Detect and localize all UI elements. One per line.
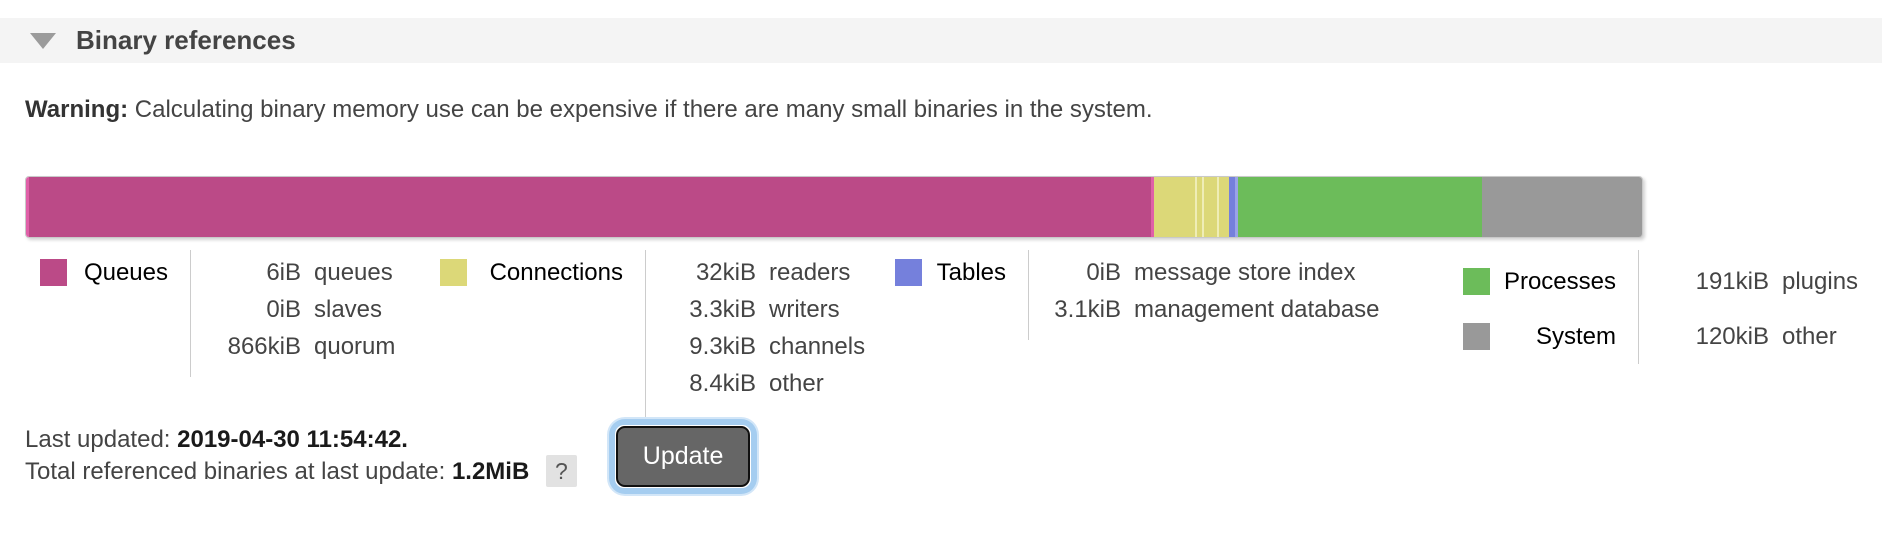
- legend-group-tables: Tables 0iB message store index 3.1kiB manage…: [895, 250, 1463, 417]
- value-number: 3.3kiB: [689, 296, 756, 323]
- legend-names: Processes System: [1463, 250, 1638, 364]
- legend-label-system: System: [1535, 322, 1616, 350]
- legend-label-tables: Tables: [936, 258, 1006, 286]
- value-number: 120kiB: [1695, 323, 1769, 350]
- bar-segment-channels: [1204, 177, 1217, 237]
- value-label: other: [769, 370, 824, 397]
- warning-label: Warning:: [25, 96, 129, 123]
- total-binaries-line: Total referenced binaries at last update…: [25, 455, 577, 487]
- value-number: 3.1kiB: [1054, 296, 1121, 323]
- value-row-other: 120kiB other: [1639, 309, 1853, 364]
- value-row-other: 8.4kiB other: [646, 365, 895, 402]
- last-updated-line: Last updated: 2019-04-30 11:54:42.: [25, 425, 577, 455]
- legend-group-connections: Connections 32kiB readers 3.3kiB writers 9.3k…: [440, 250, 895, 417]
- value-number: 9.3kiB: [689, 333, 756, 360]
- value-label: readers: [769, 259, 851, 286]
- total-binaries-label: Total referenced binaries at last update…: [25, 458, 446, 485]
- value-row-readers: 32kiB readers: [646, 254, 895, 291]
- value-number: 6iB: [266, 259, 301, 286]
- bar-segment-quorum: [29, 177, 1151, 237]
- bar-segment-connections-separator-3: [1217, 177, 1219, 237]
- legend-group-queues: Queues 6iB queues 0iB slaves 866kiB quorum: [40, 250, 440, 417]
- bar-segment-connections-separator-1: [1195, 177, 1197, 237]
- bar-segment-readers: [1154, 177, 1195, 237]
- legend-values: 6iB queues 0iB slaves 866kiB quorum: [190, 250, 440, 377]
- legend-names: Queues: [40, 250, 190, 291]
- value-label: message store index: [1134, 259, 1356, 286]
- value-number: 32kiB: [695, 259, 756, 286]
- value-number: 866kiB: [227, 333, 301, 360]
- legend-label-connections: Connections: [489, 258, 623, 286]
- value-label: other: [1782, 323, 1837, 350]
- section-header-binary-references[interactable]: Binary references: [0, 18, 1882, 63]
- value-row-management-database: 3.1kiB management database: [1029, 291, 1463, 328]
- value-row-message-store-index: 0iB message store index: [1029, 254, 1463, 291]
- bar-segment-connections-separator-2: [1202, 177, 1204, 237]
- value-row-quorum: 866kiB quorum: [191, 328, 440, 365]
- value-label: slaves: [314, 296, 383, 323]
- legend-values: 0iB message store index 3.1kiB management d…: [1028, 250, 1463, 340]
- legend-swatch-system: [1463, 323, 1490, 350]
- legend-names: Tables: [895, 250, 1028, 291]
- legend-label-processes: Processes: [1503, 267, 1616, 295]
- value-label: queues: [314, 259, 393, 286]
- bar-segment-connections-other: [1219, 177, 1229, 237]
- binary-memory-bar: [25, 176, 1643, 238]
- legend-names: Connections: [440, 250, 645, 291]
- collapse-triangle-icon[interactable]: [30, 32, 56, 49]
- legend-swatch-tables: [895, 259, 922, 286]
- value-label: quorum: [314, 333, 396, 360]
- legend-swatch-processes: [1463, 268, 1490, 295]
- bar-segment-system-other: [1482, 177, 1642, 237]
- bar-segment-management-database: [1235, 177, 1238, 237]
- legend-entry-connections: Connections: [440, 254, 645, 291]
- value-number: 8.4kiB: [689, 370, 756, 397]
- legend-entry-tables: Tables: [895, 254, 1028, 291]
- value-number: 0iB: [266, 296, 301, 323]
- value-row-slaves: 0iB slaves: [191, 291, 440, 328]
- legend-swatch-queues: [40, 259, 67, 286]
- section-title: Binary references: [76, 25, 296, 55]
- value-number: 0iB: [1086, 259, 1121, 286]
- value-row-queues: 6iB queues: [191, 254, 440, 291]
- value-number: 191kiB: [1695, 268, 1769, 295]
- update-button[interactable]: Update: [615, 425, 751, 487]
- bar-segment-slaves: [1151, 177, 1154, 237]
- legend-swatch-connections: [440, 259, 467, 286]
- footer: Last updated: 2019-04-30 11:54:42. Total…: [25, 425, 1882, 487]
- last-updated-value: 2019-04-30 11:54:42.: [177, 426, 408, 453]
- warning-message: Warning: Calculating binary memory use c…: [25, 96, 1882, 124]
- legend-label-queues: Queues: [83, 258, 168, 286]
- bar-segment-message-store-index: [1229, 177, 1235, 237]
- legend-entry-queues: Queues: [40, 254, 190, 291]
- value-row-channels: 9.3kiB channels: [646, 328, 895, 365]
- bar-segment-writers: [1197, 177, 1202, 237]
- legend-group-processes-system: Processes System 191kiB plugins 120kiB other: [1463, 250, 1858, 417]
- legend-entry-system: System: [1463, 309, 1638, 364]
- bar-segment-queues: [26, 177, 29, 237]
- value-label: plugins: [1782, 268, 1859, 295]
- footer-text: Last updated: 2019-04-30 11:54:42. Total…: [25, 425, 577, 487]
- legend-values: 191kiB plugins 120kiB other: [1638, 250, 1858, 364]
- warning-text: Calculating binary memory use can be exp…: [134, 96, 1153, 123]
- legend-entry-processes: Processes: [1463, 254, 1638, 309]
- value-row-writers: 3.3kiB writers: [646, 291, 895, 328]
- last-updated-label: Last updated:: [25, 426, 171, 453]
- total-binaries-value: 1.2MiB: [451, 458, 530, 485]
- memory-legend: Queues 6iB queues 0iB slaves 866kiB quorum Conn…: [40, 250, 1882, 417]
- bar-segment-plugins: [1238, 177, 1482, 237]
- help-icon[interactable]: ?: [545, 455, 577, 487]
- value-label: channels: [769, 333, 866, 360]
- value-label: writers: [769, 296, 840, 323]
- legend-values: 32kiB readers 3.3kiB writers 9.3kiB channels 8…: [645, 250, 895, 417]
- value-row-plugins: 191kiB plugins: [1639, 254, 1858, 309]
- value-label: management database: [1134, 296, 1380, 323]
